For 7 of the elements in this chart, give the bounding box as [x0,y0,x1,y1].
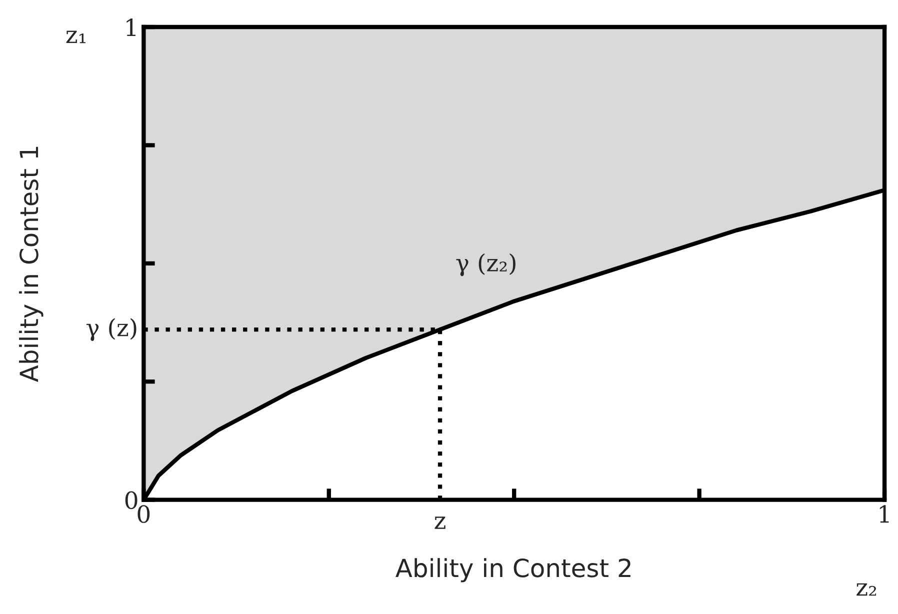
ref-line-label: γ (z) [86,318,136,342]
annotation: γ (z₂) [456,253,516,276]
x-axis-title: Ability in Contest 2 [396,558,630,582]
text: z₁ [66,30,86,44]
text: z₂ [856,583,876,596]
ref-line-label: z [434,516,446,529]
y-axis-title: Ability in Contest 1 [19,146,44,382]
